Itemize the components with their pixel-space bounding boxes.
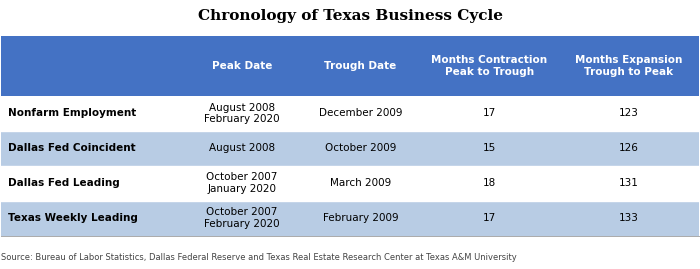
Bar — [1, 131, 699, 166]
Text: August 2008: August 2008 — [209, 143, 275, 153]
Text: 18: 18 — [483, 178, 496, 188]
Text: 17: 17 — [483, 213, 496, 223]
Bar — [1, 36, 699, 96]
Bar — [1, 96, 699, 131]
Text: Texas Weekly Leading: Texas Weekly Leading — [8, 213, 138, 223]
Text: October 2007
February 2020: October 2007 February 2020 — [204, 207, 280, 229]
Text: 17: 17 — [483, 108, 496, 118]
Text: Peak Date: Peak Date — [211, 61, 272, 71]
Text: Chronology of Texas Business Cycle: Chronology of Texas Business Cycle — [197, 9, 503, 23]
Text: Dallas Fed Leading: Dallas Fed Leading — [8, 178, 120, 188]
Text: 15: 15 — [483, 143, 496, 153]
Text: August 2008
February 2020: August 2008 February 2020 — [204, 102, 280, 124]
Text: 123: 123 — [619, 108, 639, 118]
Text: December 2009: December 2009 — [318, 108, 402, 118]
Text: Dallas Fed Coincident: Dallas Fed Coincident — [8, 143, 136, 153]
Text: October 2007
January 2020: October 2007 January 2020 — [206, 172, 278, 194]
Text: Source: Bureau of Labor Statistics, Dallas Federal Reserve and Texas Real Estate: Source: Bureau of Labor Statistics, Dall… — [1, 253, 517, 262]
Text: 126: 126 — [619, 143, 639, 153]
Bar — [1, 201, 699, 236]
Text: 133: 133 — [619, 213, 639, 223]
Text: Months Expansion
Trough to Peak: Months Expansion Trough to Peak — [575, 55, 682, 77]
Text: March 2009: March 2009 — [330, 178, 391, 188]
Bar — [1, 166, 699, 201]
Text: Months Contraction
Peak to Trough: Months Contraction Peak to Trough — [431, 55, 547, 77]
Text: 131: 131 — [619, 178, 639, 188]
Text: Nonfarm Employment: Nonfarm Employment — [8, 108, 136, 118]
Text: February 2009: February 2009 — [323, 213, 398, 223]
Text: Trough Date: Trough Date — [324, 61, 397, 71]
Text: October 2009: October 2009 — [325, 143, 396, 153]
